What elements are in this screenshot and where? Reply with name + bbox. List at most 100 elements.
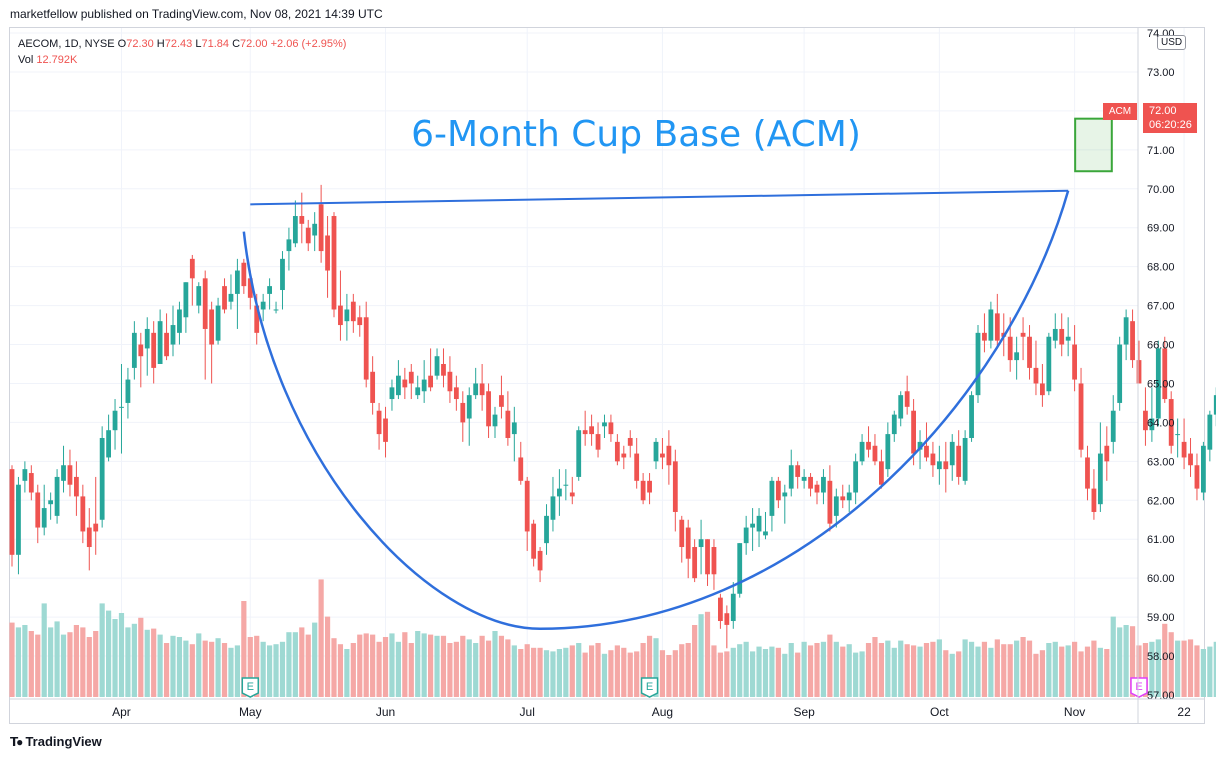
volume-bar: [485, 640, 492, 697]
candle-body: [350, 301, 356, 322]
candle-body: [376, 410, 382, 435]
volume-bar: [556, 649, 562, 697]
candle-body: [1194, 465, 1200, 489]
volume-bar: [1001, 644, 1007, 697]
candle-body: [1188, 453, 1193, 466]
volume-bar: [273, 644, 279, 697]
candle-body: [698, 539, 704, 548]
time-tick-label: Apr: [112, 705, 131, 719]
volume-bar: [878, 643, 884, 697]
price-tick-label: 73.00: [1147, 67, 1175, 79]
candle-body: [853, 461, 859, 493]
candle-body: [9, 469, 15, 555]
volume-bar: [453, 641, 459, 697]
currency-button[interactable]: USD: [1157, 35, 1187, 50]
candle-body: [975, 332, 981, 396]
volume-bar: [67, 632, 73, 697]
candle-body: [144, 328, 150, 349]
volume-bar: [344, 649, 350, 697]
candle-body: [775, 480, 781, 501]
volume-bar: [415, 631, 421, 697]
tradingview-logo[interactable]: 𝗧● TradingView: [10, 734, 102, 749]
volume-bar: [131, 623, 137, 697]
legend-high-label: H: [156, 38, 165, 50]
candle-body: [318, 204, 324, 252]
earnings-marker: E: [241, 677, 260, 698]
volume-bar: [434, 635, 440, 697]
volume-bar: [601, 653, 608, 697]
candle-body: [750, 523, 755, 528]
volume-bar: [473, 643, 479, 697]
candle-body: [312, 223, 318, 236]
chart-frame: [9, 27, 1205, 724]
volume-bar: [518, 649, 524, 697]
last-price-tag: 72.00 06:20:26: [1143, 103, 1197, 133]
candle-body: [1136, 360, 1142, 384]
volume-bar: [1136, 645, 1142, 697]
candle-body: [949, 441, 955, 466]
candle-body: [550, 496, 556, 520]
candle-body: [962, 437, 968, 481]
candle-body: [1213, 395, 1216, 415]
volume-bar: [363, 633, 369, 697]
candle-body: [1014, 352, 1020, 361]
volume-bar: [550, 651, 556, 697]
volume-bar: [911, 645, 917, 697]
candle-body: [608, 422, 614, 435]
candle-body: [473, 383, 479, 396]
earnings-marker: E: [1130, 677, 1148, 698]
volume-bar: [511, 645, 517, 697]
volume-bar: [209, 641, 215, 697]
candle-body: [61, 465, 66, 481]
volume-bar: [1181, 640, 1187, 697]
volume-bar: [1194, 645, 1200, 697]
candle-body: [1104, 445, 1110, 462]
volume-bar: [524, 644, 530, 697]
candle-body: [756, 515, 762, 532]
candle-body: [640, 480, 646, 501]
volume-bar: [99, 603, 105, 697]
candle-body: [86, 527, 92, 548]
volume-bar: [254, 635, 260, 697]
volume-bar: [885, 640, 891, 697]
volume-bar: [582, 652, 588, 697]
time-tick-label: May: [239, 705, 262, 719]
chart-title: 6-Month Cup Base (ACM): [411, 114, 861, 155]
volume-bar: [318, 579, 324, 697]
volume-bar: [801, 641, 807, 697]
candle-body: [982, 332, 987, 341]
candle-body: [170, 325, 176, 345]
candle-body: [769, 480, 775, 516]
volume-bar: [936, 639, 942, 697]
candle-body: [338, 305, 343, 326]
candle-body: [788, 465, 794, 489]
volume-bar: [788, 643, 794, 697]
volume-bar: [370, 634, 376, 697]
candle-body: [325, 235, 330, 271]
volume-bar: [679, 644, 685, 697]
candle-body: [576, 430, 582, 477]
candle-body: [131, 332, 137, 368]
candle-body: [737, 543, 743, 594]
candle-body: [1072, 344, 1077, 380]
volume-bar: [260, 641, 266, 697]
candle-body: [666, 445, 672, 466]
candles: [9, 184, 1216, 649]
price-tick-label: 60.00: [1147, 573, 1175, 585]
volume-bar: [479, 635, 485, 697]
candle-body: [782, 492, 788, 497]
candle-body: [28, 473, 34, 493]
volume-bar: [795, 652, 801, 697]
volume-bar: [807, 645, 814, 697]
volume-bar: [543, 650, 550, 697]
candle-body: [930, 453, 936, 466]
tradingview-logo-icon: 𝗧●: [10, 734, 24, 749]
candle-body: [653, 441, 659, 462]
candle-body: [627, 437, 633, 446]
volume-bar: [144, 629, 150, 697]
volume-bar: [1207, 646, 1213, 697]
candle-body: [1027, 336, 1032, 368]
candle-body: [254, 305, 260, 333]
volume-bar: [595, 643, 601, 697]
